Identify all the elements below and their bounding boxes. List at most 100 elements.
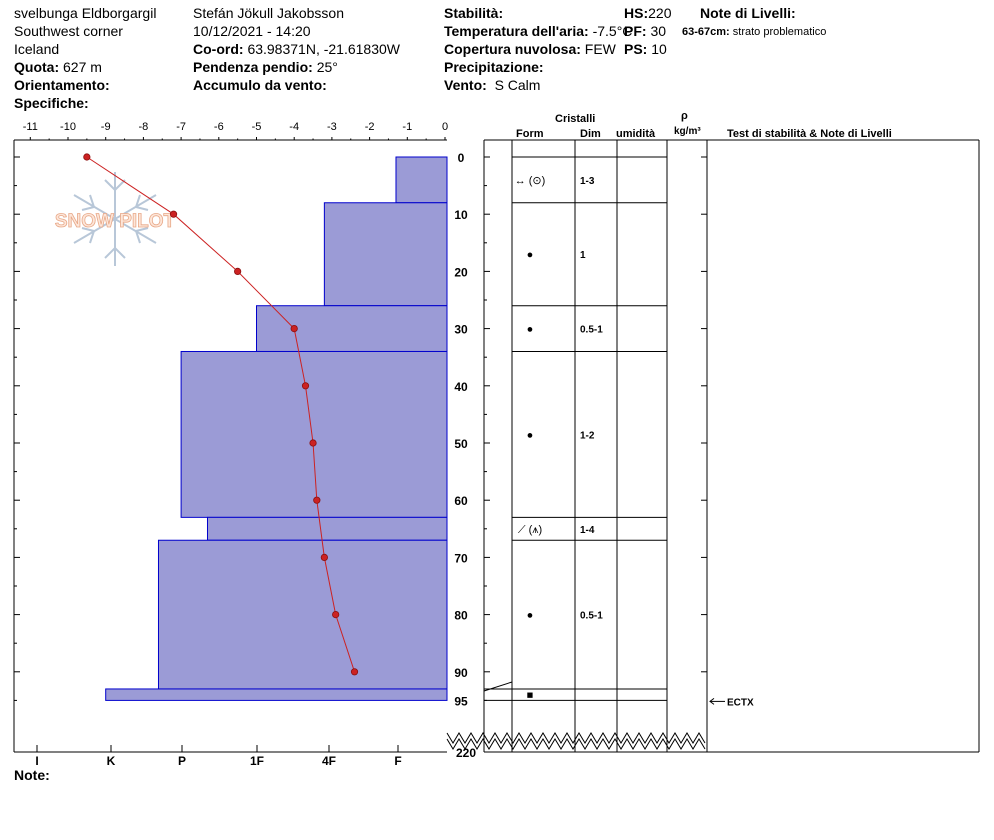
depth-tick-label: 20: [454, 265, 468, 279]
temperature-point: [301, 382, 310, 390]
vento-row: Vento: S Calm: [444, 76, 540, 94]
vento-label: Vento:: [444, 77, 487, 93]
hardness-tick-label: F: [394, 754, 401, 768]
crystal-form: ■: [527, 690, 534, 702]
location-line-1: svelbunga Eldborgargil: [14, 5, 157, 21]
ps-label: PS:: [624, 41, 648, 57]
hardness-bar-5: [157, 539, 448, 690]
nuvolosa-row: Copertura nuvolosa: FEW: [444, 40, 616, 58]
hardness-bar-0: [395, 156, 448, 204]
temp-tick-label: -5: [252, 121, 262, 133]
hardness-bar-3: [180, 350, 448, 518]
note-livelli-range: 63-67cm:: [682, 26, 730, 38]
temp-tick-label: -2: [365, 121, 375, 133]
stabilita-label: Stabilità:: [444, 5, 504, 21]
dim-header: Dim: [580, 128, 601, 140]
depth-tick-label: 95: [454, 694, 468, 708]
crystal-dim: 1: [580, 250, 586, 261]
precip-label: Precipitazione:: [444, 59, 544, 75]
coord-row: Co-ord: 63.98371N, -21.61830W: [193, 40, 400, 58]
test-label: ECTX: [727, 697, 754, 708]
depth-bottom-label: 220: [456, 746, 476, 760]
snowpilot-logo-text: SNOW PILOT: [55, 211, 176, 232]
hs-row: HS:220: [624, 4, 671, 22]
depth-tick-label: 30: [454, 323, 468, 337]
crystal-form: ●: [527, 324, 534, 336]
depth-tick-label: 70: [454, 551, 468, 565]
temperature-point: [290, 324, 298, 333]
observation-datetime: 10/12/2021 - 14:20: [193, 23, 311, 39]
temperature-point: [83, 153, 91, 161]
depth-tick-label: 60: [454, 494, 468, 508]
quota-value: 627 m: [63, 59, 102, 75]
depth-tick-label: 90: [454, 666, 468, 680]
crystal-form: ●: [527, 610, 534, 622]
crystal-dim: 1-2: [580, 430, 595, 441]
note-livelli-label: Note di Livelli:: [700, 5, 796, 21]
ps-value: 10: [651, 41, 667, 57]
location-line-2: Southwest corner: [14, 23, 123, 39]
hardness-tick-label: K: [107, 754, 116, 768]
temp-tick-label: -1: [402, 121, 412, 133]
observer-name: Stefán Jökull Jakobsson: [193, 5, 344, 21]
hardness-bar-6: [105, 688, 448, 701]
crystal-dim: 0.5-1: [580, 325, 603, 336]
crystal-form: ⟋ (⩚): [518, 524, 542, 536]
coord-label: Co-ord:: [193, 41, 244, 57]
temperature-line: [86, 156, 355, 672]
pendenza-value: 25°: [316, 59, 338, 75]
snowflake-icon: [73, 172, 157, 266]
quota-label: Quota:: [14, 59, 60, 75]
axis-break-line: [446, 732, 706, 744]
crystal-dim: 1-4: [580, 525, 595, 536]
pf-label: PF:: [624, 23, 647, 39]
temp-tick-label: -10: [60, 121, 76, 133]
temp-tick-label: -4: [289, 121, 299, 133]
temperature-point: [169, 210, 178, 218]
temp-tick-label: -11: [23, 121, 38, 133]
orientamento-label: Orientamento:: [14, 77, 110, 93]
umidita-header: umidità: [616, 128, 656, 140]
temperature-point: [234, 267, 242, 275]
crystal-form: ↔ (⊙): [515, 175, 546, 187]
specifiche-label: Specifiche:: [14, 95, 89, 111]
crystal-form: ●: [527, 429, 534, 441]
snowpilot-logo: SNOW PILOT: [54, 172, 176, 266]
hardness-tick-label: 1F: [250, 754, 264, 768]
hardness-bar-1: [323, 202, 448, 307]
nuvolosa-label: Copertura nuvolosa:: [444, 41, 581, 57]
temp-row: Temperatura dell'aria: -7.5°C: [444, 22, 632, 40]
nuvolosa-value: FEW: [584, 41, 616, 57]
temp-tick-label: -9: [101, 121, 111, 133]
temp-value: -7.5°C: [592, 23, 633, 39]
crystal-form: ●: [527, 249, 534, 261]
hardness-tick-label: P: [178, 754, 186, 768]
crystal-dim: 0.5-1: [580, 611, 603, 622]
accumulo-label: Accumulo da vento:: [193, 77, 327, 93]
quota-row: Quota: 627 m: [14, 58, 102, 76]
depth-tick-label: 0: [458, 151, 465, 165]
temp-tick-label: -7: [176, 121, 186, 133]
hs-label: HS:: [624, 5, 649, 21]
note-label: Note:: [14, 767, 50, 783]
pendenza-row: Pendenza pendio: 25°: [193, 58, 338, 76]
density-unit-header: kg/m³: [674, 126, 701, 137]
depth-tick-label: 50: [454, 437, 468, 451]
temp-label: Temperatura dell'aria:: [444, 23, 589, 39]
vento-value: S Calm: [494, 77, 541, 93]
hs-value: 220: [648, 5, 672, 21]
location-line-3: Iceland: [14, 41, 60, 57]
ps-row: PS: 10: [624, 40, 667, 58]
axis-break-line: [446, 738, 706, 750]
temp-tick-label: -8: [139, 121, 149, 133]
pf-value: 30: [650, 23, 667, 39]
coord-value: 63.98371N, -21.61830W: [247, 41, 400, 57]
pf-row: PF: 30: [624, 22, 666, 40]
pendenza-label: Pendenza pendio:: [193, 59, 313, 75]
depth-tick-label: 80: [454, 609, 468, 623]
crystal-dim: 1-3: [580, 176, 595, 187]
temp-tick-label: -6: [214, 121, 224, 133]
test-arrow-icon: [709, 698, 715, 705]
temperature-point: [332, 610, 340, 619]
